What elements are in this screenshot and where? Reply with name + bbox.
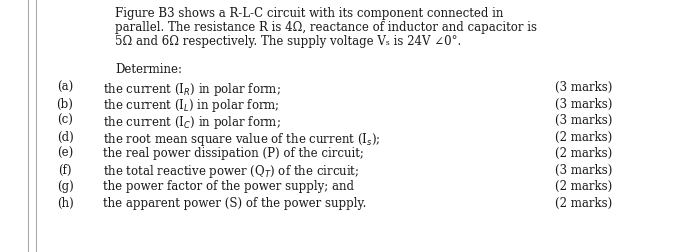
Text: (f): (f) bbox=[58, 164, 71, 176]
Text: (a): (a) bbox=[57, 81, 73, 94]
Text: (3 marks): (3 marks) bbox=[555, 164, 612, 176]
Text: the power factor of the power supply; and: the power factor of the power supply; an… bbox=[103, 180, 354, 193]
Text: Determine:: Determine: bbox=[115, 63, 182, 76]
Text: the current (I$_{L}$) in polar form;: the current (I$_{L}$) in polar form; bbox=[103, 98, 279, 114]
Text: 5Ω and 6Ω respectively. The supply voltage Vₛ is 24V ∠0°.: 5Ω and 6Ω respectively. The supply volta… bbox=[115, 35, 461, 48]
Text: (2 marks): (2 marks) bbox=[555, 131, 612, 143]
Text: the apparent power (S) of the power supply.: the apparent power (S) of the power supp… bbox=[103, 197, 366, 209]
Text: (3 marks): (3 marks) bbox=[555, 114, 612, 127]
Text: (2 marks): (2 marks) bbox=[555, 147, 612, 160]
Text: the current (I$_{R}$) in polar form;: the current (I$_{R}$) in polar form; bbox=[103, 81, 281, 98]
Text: (b): (b) bbox=[57, 98, 74, 110]
Text: (h): (h) bbox=[57, 197, 74, 209]
Text: (d): (d) bbox=[57, 131, 74, 143]
Text: (2 marks): (2 marks) bbox=[555, 197, 612, 209]
Text: the real power dissipation (P) of the circuit;: the real power dissipation (P) of the ci… bbox=[103, 147, 364, 160]
Text: (c): (c) bbox=[57, 114, 73, 127]
Text: (g): (g) bbox=[57, 180, 74, 193]
Text: the total reactive power (Q$_{T}$) of the circuit;: the total reactive power (Q$_{T}$) of th… bbox=[103, 164, 359, 180]
Text: Figure B3 shows a R-L-C circuit with its component connected in: Figure B3 shows a R-L-C circuit with its… bbox=[115, 7, 503, 20]
Text: parallel. The resistance R is 4Ω, reactance of inductor and capacitor is: parallel. The resistance R is 4Ω, reacta… bbox=[115, 21, 537, 34]
Text: (e): (e) bbox=[57, 147, 73, 160]
Text: the root mean square value of the current (I$_{s}$);: the root mean square value of the curren… bbox=[103, 131, 381, 147]
Text: (3 marks): (3 marks) bbox=[555, 81, 612, 94]
Text: (3 marks): (3 marks) bbox=[555, 98, 612, 110]
Text: (2 marks): (2 marks) bbox=[555, 180, 612, 193]
Text: the current (I$_{C}$) in polar form;: the current (I$_{C}$) in polar form; bbox=[103, 114, 281, 131]
